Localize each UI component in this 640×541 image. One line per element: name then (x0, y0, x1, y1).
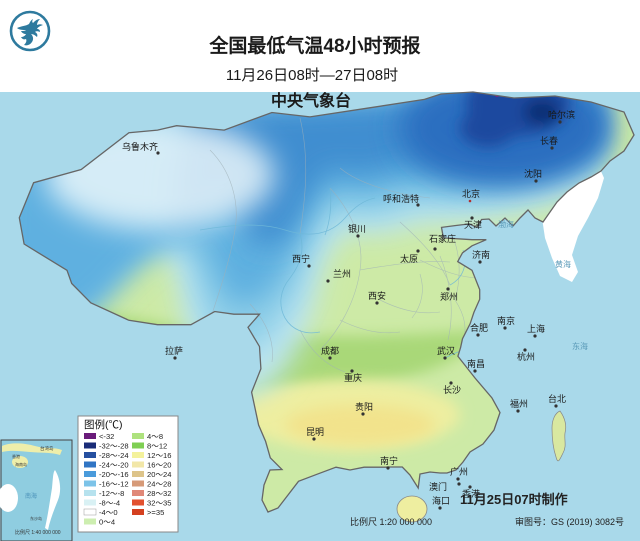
svg-text:香港: 香港 (462, 488, 480, 499)
svg-text:郑州: 郑州 (440, 291, 458, 302)
svg-text:8～12: 8～12 (147, 442, 167, 451)
svg-text:16～20: 16～20 (147, 461, 172, 470)
svg-text:成都: 成都 (321, 345, 339, 356)
svg-text:0～4: 0～4 (99, 518, 115, 527)
svg-text:重庆: 重庆 (344, 372, 362, 383)
svg-text:-32～-28: -32～-28 (99, 442, 129, 451)
svg-text:11月26日08时—27日08时: 11月26日08时—27日08时 (226, 67, 398, 84)
svg-text:南昌: 南昌 (467, 358, 485, 369)
svg-text:太原: 太原 (400, 253, 418, 264)
svg-text:济南: 济南 (472, 249, 490, 260)
svg-text:贵阳: 贵阳 (355, 401, 373, 412)
svg-text:南海: 南海 (25, 492, 37, 500)
svg-text:台北: 台北 (548, 393, 566, 404)
svg-text:银川: 银川 (348, 223, 366, 234)
svg-text:合肥: 合肥 (470, 322, 488, 333)
svg-text:澳门: 澳门 (429, 481, 447, 492)
svg-text:北京: 北京 (462, 188, 480, 199)
svg-text:拉萨: 拉萨 (165, 345, 183, 356)
svg-text:西宁: 西宁 (292, 253, 310, 264)
svg-text:图例(℃): 图例(℃) (84, 418, 123, 431)
svg-text:上海: 上海 (527, 323, 545, 334)
svg-text:长沙: 长沙 (443, 384, 461, 395)
svg-text:杭州: 杭州 (517, 351, 535, 362)
svg-text:海南岛: 海南岛 (15, 461, 27, 467)
svg-text:石家庄: 石家庄 (429, 233, 456, 244)
svg-text:比例尺 1:40 000 000: 比例尺 1:40 000 000 (15, 529, 61, 536)
svg-text:比例尺 1:20 000 000: 比例尺 1:20 000 000 (350, 516, 432, 527)
svg-text:天津: 天津 (464, 220, 482, 230)
svg-text:武汉: 武汉 (437, 345, 455, 356)
svg-text:审图号：GS (2019) 3082号: 审图号：GS (2019) 3082号 (515, 516, 624, 527)
svg-text:黄海: 黄海 (555, 259, 571, 269)
svg-text:-20～-16: -20～-16 (99, 470, 129, 479)
svg-text:-12～-8: -12～-8 (99, 489, 124, 498)
svg-text:福州: 福州 (510, 398, 528, 409)
svg-text:哈尔滨: 哈尔滨 (548, 109, 575, 120)
svg-text:>=35: >=35 (147, 508, 164, 517)
svg-text:西安: 西安 (368, 290, 386, 301)
svg-text:20～24: 20～24 (147, 470, 172, 479)
svg-text:-16～-12: -16～-12 (99, 480, 129, 489)
svg-text:-24～-20: -24～-20 (99, 461, 129, 470)
svg-text:4～8: 4～8 (147, 432, 163, 441)
svg-text:东海: 东海 (572, 341, 588, 351)
svg-text:中央气象台: 中央气象台 (271, 91, 351, 110)
svg-text:长春: 长春 (540, 135, 558, 146)
svg-text:12～16: 12～16 (147, 451, 172, 460)
svg-text:呼和浩特: 呼和浩特 (383, 193, 419, 204)
svg-text:沈阳: 沈阳 (524, 168, 542, 179)
svg-text:广州: 广州 (450, 466, 468, 477)
svg-text:兰州: 兰州 (333, 268, 351, 279)
svg-text:昆明: 昆明 (306, 427, 324, 437)
svg-text:<-32: <-32 (99, 432, 114, 441)
svg-text:-8～-4: -8～-4 (99, 499, 120, 508)
svg-text:台湾岛: 台湾岛 (40, 445, 54, 452)
svg-text:南宁: 南宁 (380, 455, 398, 466)
svg-text:-4～0: -4～0 (99, 508, 118, 517)
svg-text:全国最低气温48小时预报: 全国最低气温48小时预报 (208, 34, 420, 57)
svg-text:24～28: 24～28 (147, 480, 172, 489)
svg-text:乌鲁木齐: 乌鲁木齐 (122, 141, 158, 152)
svg-text:南京: 南京 (497, 315, 515, 326)
svg-text:28～32: 28～32 (147, 489, 172, 498)
svg-text:东沙岛: 东沙岛 (30, 515, 42, 521)
svg-text:32～35: 32～35 (147, 499, 172, 508)
svg-text:香港: 香港 (12, 453, 20, 459)
svg-text:-28～-24: -28～-24 (99, 451, 129, 460)
svg-text:渤海: 渤海 (498, 219, 514, 229)
svg-text:海口: 海口 (432, 495, 450, 506)
